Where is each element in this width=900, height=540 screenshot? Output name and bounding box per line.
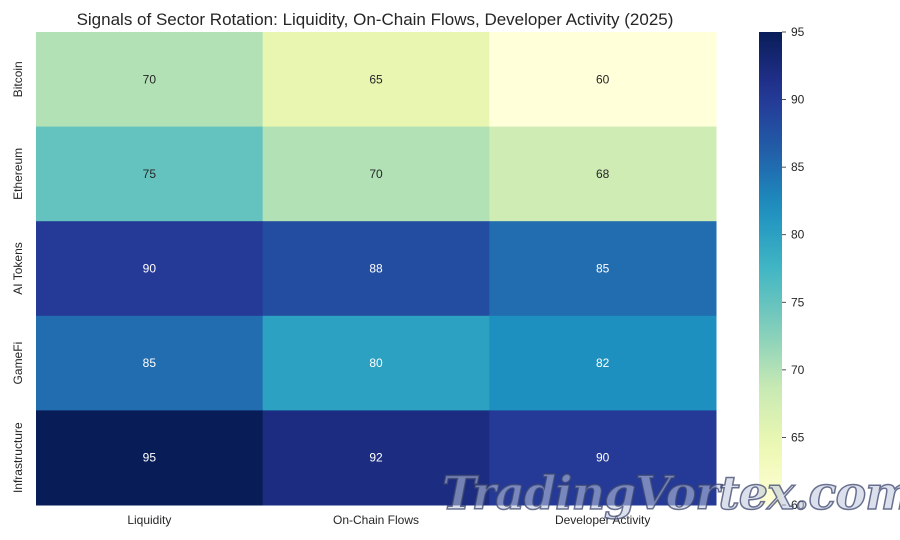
- cell-value-label: 85: [143, 356, 157, 370]
- heatmap-cell: [36, 315, 264, 411]
- cell-value-label: 85: [596, 262, 610, 276]
- cell-value-label: 60: [596, 72, 610, 86]
- colorbar: 60 65 70 75 80 85 90 95: [759, 25, 805, 512]
- cell-value-label: 75: [143, 167, 157, 181]
- heatmap-cell: [262, 315, 490, 411]
- colorbar-tick-label: 95: [791, 25, 805, 39]
- heatmap-cell: [262, 32, 490, 128]
- y-tick-label: AI Tokens: [11, 242, 25, 294]
- heatmap-cell: [36, 221, 264, 317]
- heatmap-cell: [36, 32, 264, 128]
- colorbar-tick-label: 75: [791, 295, 805, 309]
- colorbar-tick-label: 90: [791, 93, 805, 107]
- cell-value-label: 92: [369, 451, 383, 465]
- x-tick-label: Developer Activity: [555, 513, 650, 527]
- heatmap-cell: [36, 126, 264, 222]
- y-tick-label: Bitcoin: [11, 61, 25, 97]
- x-tick-label: Liquidity: [127, 513, 171, 527]
- y-tick-label: Infrastructure: [11, 422, 25, 493]
- heatmap-cell: [262, 126, 490, 222]
- x-tick-label: On-Chain Flows: [333, 513, 419, 527]
- heatmap-cell: [262, 410, 490, 506]
- colorbar-tick-label: 70: [791, 363, 805, 377]
- heatmap-cell: [489, 410, 717, 506]
- y-tick-label: GameFi: [11, 342, 25, 385]
- y-tick-label: Ethereum: [11, 148, 25, 200]
- chart-title: Signals of Sector Rotation: Liquidity, O…: [77, 10, 674, 29]
- heatmap-cell: [489, 126, 717, 222]
- cell-value-label: 82: [596, 356, 610, 370]
- cell-value-label: 68: [596, 167, 610, 181]
- cell-value-label: 80: [369, 356, 383, 370]
- heatmap-cells: 70 65 60 75 70 68 90 88 85 85 80 82 95 92 90: [36, 32, 717, 506]
- cell-value-label: 65: [369, 72, 383, 86]
- colorbar-tick-label: 60: [791, 498, 805, 512]
- x-axis-ticks: Liquidity On-Chain Flows Developer Activit…: [127, 513, 650, 527]
- heatmap-cell: [489, 221, 717, 317]
- heatmap-cell: [489, 32, 717, 128]
- colorbar-tick-label: 85: [791, 160, 805, 174]
- colorbar-tick-label: 65: [791, 430, 805, 444]
- cell-value-label: 88: [369, 262, 383, 276]
- cell-value-label: 95: [143, 451, 157, 465]
- y-axis-ticks: Bitcoin Ethereum AI Tokens GameFi Infrastruc…: [11, 61, 25, 493]
- colorbar-gradient: [759, 32, 782, 505]
- cell-value-label: 90: [143, 262, 157, 276]
- colorbar-tick-label: 80: [791, 228, 805, 242]
- heatmap-cell: [36, 410, 264, 506]
- cell-value-label: 70: [369, 167, 383, 181]
- heatmap-cell: [489, 315, 717, 411]
- cell-value-label: 90: [596, 451, 610, 465]
- cell-value-label: 70: [143, 72, 157, 86]
- heatmap-cell: [262, 221, 490, 317]
